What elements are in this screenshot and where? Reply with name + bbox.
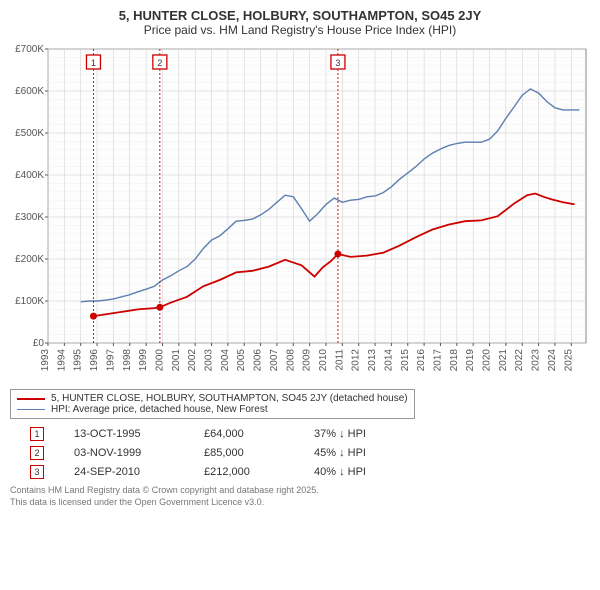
svg-text:2014: 2014: [383, 349, 394, 372]
legend-label: 5, HUNTER CLOSE, HOLBURY, SOUTHAMPTON, S…: [51, 393, 408, 404]
svg-text:2019: 2019: [465, 349, 476, 372]
svg-text:2022: 2022: [514, 349, 525, 372]
svg-text:2012: 2012: [351, 349, 362, 372]
svg-text:£400K: £400K: [15, 170, 44, 181]
svg-text:1995: 1995: [73, 349, 84, 372]
sales-table: 1 13-OCT-1995£64,00037% ↓ HPI 2 03-NOV-1999…: [10, 427, 590, 479]
sale-price: £85,000: [204, 447, 314, 459]
sale-date: 03-NOV-1999: [74, 447, 204, 459]
svg-text:2001: 2001: [171, 349, 182, 372]
sale-price: £64,000: [204, 428, 314, 440]
svg-text:2009: 2009: [302, 349, 313, 372]
chart-plot-area: £0 £100K £200K £300K £400K £500K £600K £700K 199…: [10, 43, 590, 383]
svg-text:2021: 2021: [498, 349, 509, 372]
sale-row: 3 24-SEP-2010£212,00040% ↓ HPI: [10, 465, 590, 479]
svg-text:2000: 2000: [154, 349, 165, 372]
svg-text:2018: 2018: [449, 349, 460, 372]
sale-date: 24-SEP-2010: [74, 466, 204, 478]
svg-text:2013: 2013: [367, 349, 378, 372]
chart-subtitle: Price paid vs. HM Land Registry's House …: [10, 23, 590, 37]
svg-text:£100K: £100K: [15, 296, 44, 307]
sale-price: £212,000: [204, 466, 314, 478]
svg-text:2008: 2008: [285, 349, 296, 372]
legend-row: HPI: Average price, detached house, New …: [17, 404, 408, 415]
svg-text:2016: 2016: [416, 349, 427, 372]
svg-text:1993: 1993: [40, 349, 51, 372]
svg-text:2011: 2011: [334, 349, 345, 371]
svg-text:1: 1: [91, 58, 96, 68]
svg-text:£200K: £200K: [15, 254, 44, 265]
svg-text:1997: 1997: [105, 349, 116, 372]
sale-diff: 37% ↓ HPI: [314, 428, 414, 440]
svg-text:2: 2: [157, 58, 162, 68]
svg-text:2003: 2003: [204, 349, 215, 372]
svg-text:2007: 2007: [269, 349, 280, 372]
svg-text:2002: 2002: [187, 349, 198, 372]
svg-text:2020: 2020: [482, 349, 493, 372]
sale-date: 13-OCT-1995: [74, 428, 204, 440]
sale-badge: 3: [30, 465, 44, 479]
svg-text:£700K: £700K: [15, 44, 44, 55]
svg-text:1994: 1994: [56, 349, 67, 372]
legend: 5, HUNTER CLOSE, HOLBURY, SOUTHAMPTON, S…: [10, 389, 415, 419]
svg-text:2017: 2017: [432, 349, 443, 372]
svg-text:2005: 2005: [236, 349, 247, 372]
legend-row: 5, HUNTER CLOSE, HOLBURY, SOUTHAMPTON, S…: [17, 393, 408, 404]
chart-title: 5, HUNTER CLOSE, HOLBURY, SOUTHAMPTON, S…: [10, 8, 590, 23]
svg-text:2015: 2015: [400, 349, 411, 372]
svg-text:2010: 2010: [318, 349, 329, 372]
chart-svg: £0 £100K £200K £300K £400K £500K £600K £700K 199…: [10, 43, 590, 383]
legend-swatch: [17, 398, 45, 400]
svg-text:£300K: £300K: [15, 212, 44, 223]
svg-text:3: 3: [335, 58, 340, 68]
sale-diff: 45% ↓ HPI: [314, 447, 414, 459]
chart-container: { "title": "5, HUNTER CLOSE, HOLBURY, SO…: [0, 0, 600, 516]
svg-text:1996: 1996: [89, 349, 100, 372]
svg-text:£600K: £600K: [15, 86, 44, 97]
sale-badge: 1: [30, 427, 44, 441]
legend-swatch: [17, 409, 45, 410]
svg-text:2023: 2023: [531, 349, 542, 372]
sale-row: 1 13-OCT-1995£64,00037% ↓ HPI: [10, 427, 590, 441]
svg-text:2024: 2024: [547, 349, 558, 372]
svg-text:2004: 2004: [220, 349, 231, 372]
sale-badge: 2: [30, 446, 44, 460]
footer-line1: Contains HM Land Registry data © Crown c…: [10, 485, 590, 497]
sale-diff: 40% ↓ HPI: [314, 466, 414, 478]
svg-text:1998: 1998: [122, 349, 133, 372]
svg-text:£500K: £500K: [15, 128, 44, 139]
svg-text:1999: 1999: [138, 349, 149, 372]
svg-text:2006: 2006: [253, 349, 264, 372]
footer-attribution: Contains HM Land Registry data © Crown c…: [10, 485, 590, 508]
footer-line2: This data is licensed under the Open Gov…: [10, 497, 590, 509]
svg-text:£0: £0: [33, 338, 45, 349]
sale-row: 2 03-NOV-1999£85,00045% ↓ HPI: [10, 446, 590, 460]
legend-label: HPI: Average price, detached house, New …: [51, 404, 268, 415]
svg-text:2025: 2025: [563, 349, 574, 372]
